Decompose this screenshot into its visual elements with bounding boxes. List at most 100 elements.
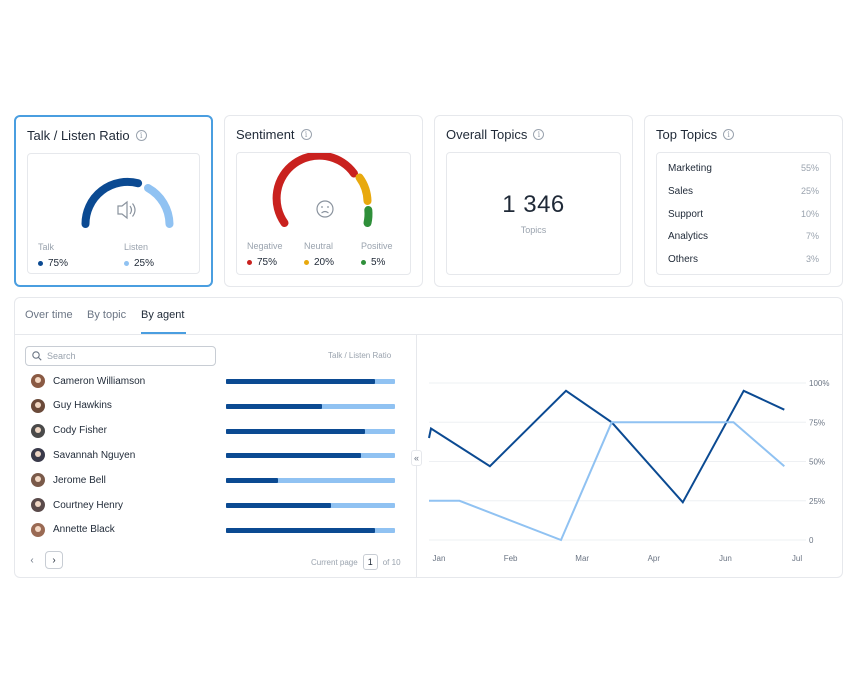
topic-name: Support [668,209,704,220]
pager-total: of 10 [382,557,401,567]
agent-panel: Over time By topic By agent Talk / Liste… [14,297,843,578]
speaker-icon [117,200,136,220]
x-tick-label: Jul [792,554,802,563]
talk-stat: Talk 75% [38,242,68,269]
talk-arc [81,177,143,228]
sentiment-title-row: Sentiment i [236,127,312,142]
agent-row[interactable]: Courtney Henry [31,497,123,513]
agent-name: Annette Black [53,524,115,536]
positive-arc [363,206,373,227]
page-input[interactable]: 1 [362,554,378,570]
top-topics-card[interactable]: Top Topics i Marketing 55% Sales 25% Suppo… [644,115,843,287]
overall-topics-value: 1 346 [502,191,565,218]
series-line-1 [428,389,785,505]
talk-fill [226,403,323,409]
overall-topics-card[interactable]: Overall Topics i 1 346 Topics [434,115,633,287]
pagination: Current page 1 of 10 [311,554,401,570]
listen-dot [124,261,129,266]
talk-fill [226,527,375,533]
topic-pct: 7% [805,231,819,241]
positive-dot [361,260,366,265]
top-topics-title-row: Top Topics i [656,127,735,142]
topic-row: Marketing 55% [668,163,819,174]
avatar [31,448,45,463]
ratio-bar [226,527,395,533]
listen-stat: Listen 25% [124,242,154,269]
topic-name: Analytics [668,231,709,242]
collapse-panel-button[interactable]: « [411,450,422,466]
y-tick-label: 25% [809,497,825,506]
agent-row[interactable]: Jerome Bell [31,472,106,488]
sentiment-card[interactable]: Sentiment i Negative 75% Neutral 20% Pos… [224,115,423,287]
talk-dot [38,261,43,266]
active-tab-indicator [141,332,186,334]
agent-name: Guy Hawkins [53,400,112,412]
listen-arc [144,184,174,228]
topic-name: Sales [668,186,694,197]
ratio-bar [226,453,395,459]
tab-over-time[interactable]: Over time [25,309,73,321]
topic-row: Sales 25% [668,186,819,197]
agent-row[interactable]: Cody Fisher [31,423,107,439]
negative-value: 75% [257,257,278,268]
series-line-2 [429,421,785,542]
topic-row: Others 3% [668,254,819,265]
talk-fill [226,478,279,484]
info-icon[interactable]: i [723,129,735,140]
x-tick-label: Mar [575,554,589,563]
talk-fill [226,503,331,508]
ratio-bar [226,478,395,484]
tab-by-topic[interactable]: By topic [87,309,127,321]
avatar [31,498,45,512]
topic-pct: 10% [800,209,819,219]
search-box[interactable] [25,346,216,366]
agent-name: Cameron Williamson [53,375,146,387]
agent-row[interactable]: Savannah Nguyen [31,447,135,463]
talk-listen-title: Talk / Listen Ratio [27,128,130,143]
next-page-button[interactable]: › [45,551,63,569]
overall-topics-panel: 1 346 Topics [446,152,621,275]
y-tick-label: 0 [809,536,814,545]
agent-row[interactable]: Cameron Williamson [31,373,145,389]
neutral-arc [355,173,372,205]
topic-name: Marketing [668,163,712,174]
y-tick-label: 75% [809,418,825,427]
ratio-bar [226,403,395,409]
info-icon[interactable]: i [300,129,312,140]
topic-row: Support 10% [668,209,819,220]
overall-topics-title-row: Overall Topics i [446,127,545,142]
y-tick-label: 50% [809,458,825,467]
topic-pct: 25% [800,186,819,196]
tab-bar: Over time By topic By agent [15,298,842,335]
positive-stat: Positive 5% [361,241,393,268]
negative-stat: Negative 75% [247,241,283,268]
sentiment-panel: Negative 75% Neutral 20% Positive 5% [236,152,411,275]
info-icon[interactable]: i [135,130,147,141]
topic-name: Others [668,254,699,265]
neutral-value: 20% [314,257,335,268]
tab-by-agent[interactable]: By agent [141,309,185,321]
prev-page-button[interactable]: ‹ [30,554,34,566]
topic-row: Analytics 7% [668,231,819,242]
ratio-column-header: Talk / Listen Ratio [328,351,392,360]
agent-row[interactable]: Guy Hawkins [31,398,112,414]
agent-name: Cody Fisher [53,425,107,437]
ratio-bar [226,503,395,508]
x-tick-label: Feb [504,554,518,563]
talk-label: Talk [38,242,55,252]
search-input[interactable] [47,351,207,361]
top-topics-panel: Marketing 55% Sales 25% Support 10% Analyti… [656,152,831,275]
ratio-bar [226,428,395,434]
negative-arc [272,153,358,227]
overall-topics-title: Overall Topics [446,127,528,142]
pager-label: Current page [311,557,358,567]
top-topics-title: Top Topics [656,127,718,142]
ratio-bar [226,379,395,384]
talk-listen-card[interactable]: Talk / Listen Ratio i Talk 75% Listen 25… [14,115,213,287]
talk-fill [226,428,365,434]
agent-name: Jerome Bell [53,474,106,486]
agent-row[interactable]: Annette Black [31,522,115,538]
talk-listen-gauge [81,177,174,228]
sentiment-title: Sentiment [236,127,295,142]
info-icon[interactable]: i [533,129,545,140]
